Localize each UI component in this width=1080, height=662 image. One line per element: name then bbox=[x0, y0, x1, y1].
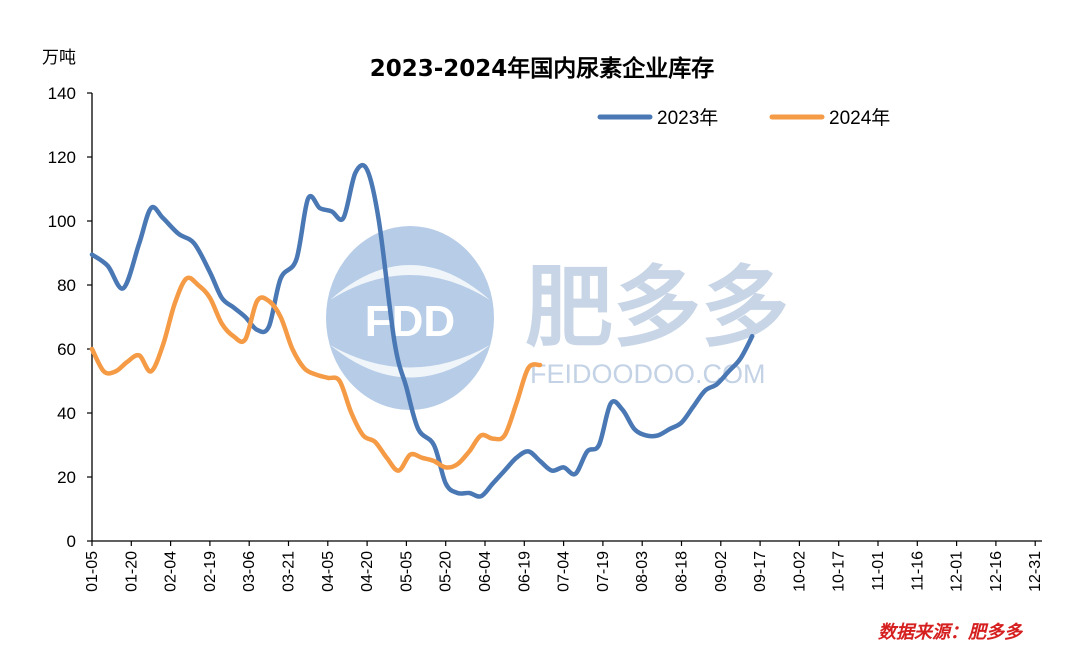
x-tick-label: 01-20 bbox=[123, 551, 140, 592]
y-tick-label: 80 bbox=[57, 276, 76, 295]
y-tick-label: 100 bbox=[48, 212, 76, 231]
x-tick-label: 09-02 bbox=[713, 551, 730, 592]
x-tick-label: 08-18 bbox=[674, 551, 691, 592]
y-ticks: 0 20 40 60 80 100 120 140 bbox=[48, 84, 92, 551]
series-line-2023 bbox=[89, 162, 755, 499]
x-tick-label: 04-20 bbox=[359, 551, 376, 592]
y-tick-label: 60 bbox=[57, 340, 76, 359]
series-group bbox=[89, 162, 755, 499]
watermark-site-text: FEIDOODOO.COM bbox=[530, 359, 766, 389]
y-tick-label: 20 bbox=[57, 468, 76, 487]
x-tick-label: 03-06 bbox=[241, 551, 258, 592]
x-tick-label: 08-03 bbox=[634, 551, 651, 592]
x-tick-label: 12-31 bbox=[1027, 551, 1044, 592]
x-tick-label: 12-16 bbox=[988, 551, 1005, 592]
x-tick-label: 12-01 bbox=[949, 551, 966, 592]
watermark-logo-icon: FDD bbox=[326, 226, 494, 410]
x-ticks: 01-05 01-20 02-04 02-19 03-06 03-21 04-05 04-20… bbox=[84, 541, 1044, 592]
x-tick-label: 09-17 bbox=[752, 551, 769, 592]
x-tick-label: 10-17 bbox=[831, 551, 848, 592]
x-tick-label: 04-05 bbox=[320, 551, 337, 592]
legend-label-2023: 2023年 bbox=[657, 107, 718, 129]
x-tick-label: 07-04 bbox=[556, 551, 573, 592]
x-tick-label: 06-19 bbox=[516, 551, 533, 592]
series-line-2024 bbox=[89, 275, 543, 473]
chart-title: 2023-2024年国内尿素企业库存 bbox=[370, 55, 715, 82]
x-tick-label: 02-04 bbox=[163, 551, 180, 592]
y-tick-label: 120 bbox=[48, 148, 76, 167]
y-axis-unit-label: 万吨 bbox=[42, 48, 76, 68]
x-tick-label: 07-19 bbox=[595, 551, 612, 592]
x-tick-label: 01-05 bbox=[84, 551, 101, 592]
y-tick-label: 0 bbox=[67, 532, 76, 551]
x-tick-label: 02-19 bbox=[202, 551, 219, 592]
x-tick-label: 11-01 bbox=[870, 551, 887, 591]
x-tick-label: 10-02 bbox=[791, 551, 808, 592]
x-tick-label: 11-16 bbox=[909, 551, 926, 591]
source-label: 数据来源：肥多多 bbox=[878, 622, 1024, 643]
x-tick-label: 05-20 bbox=[438, 551, 455, 592]
y-tick-label: 140 bbox=[48, 84, 76, 103]
x-tick-label: 03-21 bbox=[281, 551, 298, 592]
watermark-logo-text: FDD bbox=[365, 297, 455, 346]
x-tick-label: 06-04 bbox=[477, 551, 494, 592]
watermark-brand-text: 肥多多 bbox=[525, 256, 789, 359]
legend: 2023年 2024年 bbox=[597, 107, 890, 129]
x-tick-label: 05-05 bbox=[398, 551, 415, 592]
legend-label-2024: 2024年 bbox=[829, 107, 890, 129]
watermark: FDD 肥多多 FEIDOODOO.COM bbox=[326, 226, 789, 410]
y-tick-label: 40 bbox=[57, 404, 76, 423]
